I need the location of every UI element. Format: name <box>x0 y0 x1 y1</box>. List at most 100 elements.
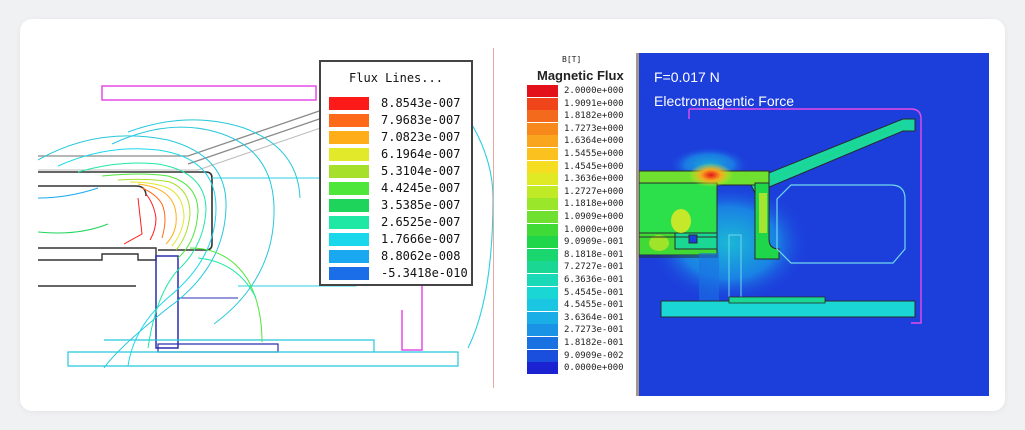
flux-scale-entry: 1.0909e+000 <box>527 211 635 223</box>
flux-scale-label: 1.9091e+000 <box>564 98 624 109</box>
flux-scale-entry: 2.7273e-001 <box>527 324 635 337</box>
flux-legend-swatch <box>329 267 369 280</box>
flux-lines-drawing <box>38 85 493 369</box>
flux-legend-label: 6.1964e-007 <box>381 147 461 161</box>
force-caption: Electromagentic Force <box>654 93 795 109</box>
flux-scale-swatch <box>527 248 558 261</box>
flux-scale-swatch <box>527 236 558 249</box>
flux-legend-entry: 3.5385e-007 <box>329 198 469 213</box>
flux-scale-swatch <box>527 135 558 148</box>
flux-legend-label: 4.4245e-007 <box>381 181 461 195</box>
flux-scale-entry: 7.2727e-001 <box>527 261 635 274</box>
flux-scale-label: 4.5455e-001 <box>564 300 624 311</box>
flux-scale-swatch <box>527 274 558 286</box>
flux-scale-label: 1.3636e+000 <box>564 174 624 185</box>
flux-scale-entry: 1.8182e-001 <box>527 337 635 349</box>
flux-scale-entry: 6.3636e-001 <box>527 274 635 286</box>
flux-scale-swatch <box>527 349 558 362</box>
flux-legend-label: 2.6525e-007 <box>381 215 461 229</box>
flux-legend-label: 7.0823e-007 <box>381 130 461 144</box>
flux-scale-entry: 9.0909e-002 <box>527 349 635 362</box>
flux-scale-entry: 1.5455e+000 <box>527 148 635 160</box>
flux-scale-swatch <box>527 122 558 135</box>
flux-scale-swatch <box>527 160 558 173</box>
flux-legend-entry: 6.1964e-007 <box>329 147 469 162</box>
flux-scale-entry: 1.2727e+000 <box>527 185 635 198</box>
flux-scale-swatch <box>527 299 558 312</box>
flux-legend-entry: 7.9683e-007 <box>329 113 469 128</box>
flux-scale-label: 0.0000e+000 <box>564 363 624 374</box>
flux-scale-entry: 0.0000e+000 <box>527 362 635 375</box>
flux-scale-entry: 1.1818e+000 <box>527 198 635 211</box>
flux-scale-entry: 1.8182e+000 <box>527 110 635 123</box>
flux-scale-swatch <box>527 97 558 110</box>
flux-scale-entry: 2.0000e+000 <box>527 85 635 97</box>
flux-scale-label: 1.7273e+000 <box>564 123 624 134</box>
flux-legend-entry: 8.8543e-007 <box>329 96 469 111</box>
flux-scale-label: 5.4545e-001 <box>564 287 624 298</box>
flux-scale-entry: 9.0909e-001 <box>527 236 635 249</box>
flux-scale-entry: 1.9091e+000 <box>527 97 635 110</box>
panel-divider <box>493 48 494 388</box>
flux-legend-swatch <box>329 114 369 127</box>
flux-scale-entry: 1.4545e+000 <box>527 160 635 173</box>
legend-title: Magnetic Flux <box>537 68 624 83</box>
simulation-border <box>636 53 639 396</box>
flux-legend-swatch <box>329 131 369 144</box>
flux-legend-swatch <box>329 250 369 263</box>
flux-legend-swatch <box>329 182 369 195</box>
flux-scale-label: 1.6364e+000 <box>564 136 624 147</box>
flux-scale-swatch <box>527 198 558 211</box>
flux-lines-legend: Flux Lines... 8.8543e-007 7.9683e-007 7.08… <box>319 60 473 286</box>
flux-scale-entry: 1.3636e+000 <box>527 173 635 186</box>
flux-scale-label: 2.0000e+000 <box>564 86 624 96</box>
flux-scale-label: 1.8182e+000 <box>564 111 624 122</box>
flux-legend-label: 7.9683e-007 <box>381 113 461 127</box>
flux-scale-swatch <box>527 211 558 223</box>
flux-scale-label: 1.2727e+000 <box>564 186 624 197</box>
flux-legend-entry: 5.3104e-007 <box>329 164 469 179</box>
flux-scale-swatch <box>527 110 558 123</box>
flux-scale-label: 9.0909e-001 <box>564 237 624 248</box>
flux-legend-label: 8.8062e-008 <box>381 249 461 263</box>
flux-scale-swatch <box>527 173 558 186</box>
flux-scale-label: 7.2727e-001 <box>564 262 624 273</box>
flux-scale-swatch <box>527 362 558 375</box>
flux-legend-swatch <box>329 233 369 246</box>
flux-scale-swatch <box>527 286 558 299</box>
flux-scale-label: 1.4545e+000 <box>564 161 624 172</box>
flux-scale-swatch <box>527 223 558 236</box>
magnetic-flux-legend: B[T] Magnetic Flux 2.0000e+000 1.9091e+00… <box>527 55 635 385</box>
force-value-label: F=0.017 N <box>654 69 720 85</box>
flux-legend-swatch <box>329 216 369 229</box>
magnetic-flux-simulation: F=0.017 N Electromagentic Force <box>639 53 989 396</box>
flux-scale-label: 3.6364e-001 <box>564 312 624 323</box>
flux-legend-entry: 2.6525e-007 <box>329 215 469 230</box>
flux-scale-label: 2.7273e-001 <box>564 325 624 336</box>
flux-scale-swatch <box>527 311 558 324</box>
flux-scale-label: 1.0000e+000 <box>564 224 624 235</box>
legend-unit: B[T] <box>562 55 582 64</box>
flux-legend-label: 1.7666e-007 <box>381 232 461 246</box>
flux-scale-swatch <box>527 261 558 274</box>
flux-scale-entry: 3.6364e-001 <box>527 311 635 324</box>
flux-legend-swatch <box>329 97 369 110</box>
flux-scale-entry: 1.0000e+000 <box>527 223 635 236</box>
flux-scale-entry: 1.7273e+000 <box>527 122 635 135</box>
flux-legend-swatch <box>329 148 369 161</box>
flux-legend-entry: -5.3418e-010 <box>329 266 469 281</box>
flux-legend-entry: 1.7666e-007 <box>329 232 469 247</box>
flux-scale-entry: 5.4545e-001 <box>527 286 635 299</box>
simulation-field-plot <box>639 108 922 324</box>
flux-scale-swatch <box>527 185 558 198</box>
flux-legend-entry: 7.0823e-007 <box>329 130 469 145</box>
flux-scale-entry: 4.5455e-001 <box>527 299 635 312</box>
flux-lines-diagram: Flux Lines... 8.8543e-007 7.9683e-007 7.08… <box>38 48 493 388</box>
flux-scale-label: 9.0909e-002 <box>564 350 624 361</box>
flux-scale-label: 1.5455e+000 <box>564 149 624 159</box>
flux-scale-label: 1.0909e+000 <box>564 212 624 222</box>
flux-legend-swatch <box>329 165 369 178</box>
flux-scale-entry: 1.6364e+000 <box>527 135 635 148</box>
flux-legend-swatch <box>329 199 369 212</box>
flux-scale-label: 8.1818e-001 <box>564 249 624 260</box>
